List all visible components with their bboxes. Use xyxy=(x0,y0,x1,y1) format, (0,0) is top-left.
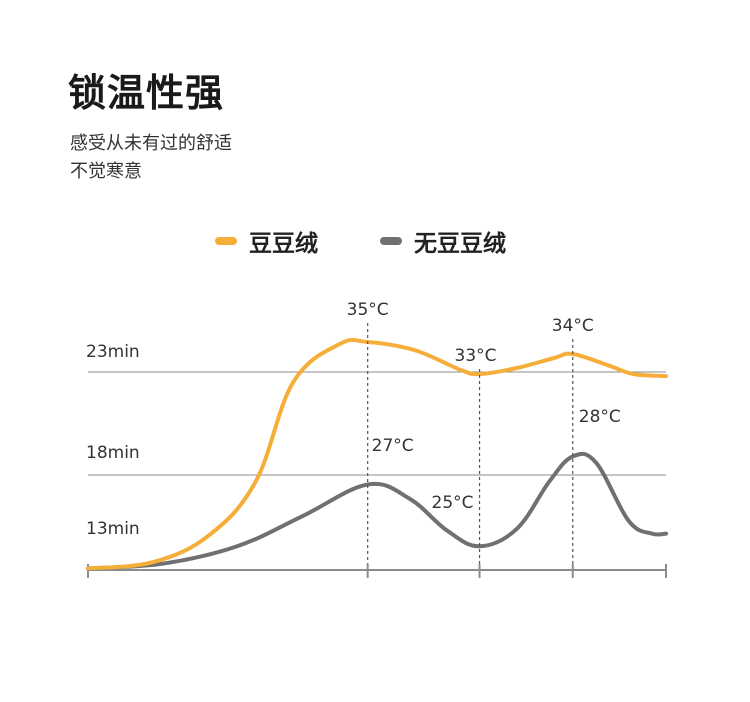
legend-swatch-orange xyxy=(215,237,237,245)
legend-item-doudourong: 豆豆绒 xyxy=(215,224,318,258)
y-tick-label: 18min xyxy=(86,443,140,463)
legend-label: 豆豆绒 xyxy=(249,231,318,257)
temp-label-top: 35°C xyxy=(347,300,389,320)
series-line-doudourong xyxy=(86,337,668,571)
temp-label-bottom: 25°C xyxy=(432,493,474,513)
series-line-no-doudourong xyxy=(86,451,668,571)
y-tick-label: 23min xyxy=(86,342,140,362)
temp-label-top: 34°C xyxy=(552,316,594,336)
page-subtitle: 感受从未有过的舒适 不觉寒意 xyxy=(70,130,232,186)
temp-label-bottom: 27°C xyxy=(372,436,414,456)
legend-label: 无豆豆绒 xyxy=(414,231,506,257)
legend-swatch-gray xyxy=(380,237,402,245)
chart-legend: 豆豆绒 无豆豆绒 xyxy=(215,224,568,258)
subtitle-line-2: 不觉寒意 xyxy=(70,161,142,182)
legend-item-no-doudourong: 无豆豆绒 xyxy=(380,224,506,258)
temp-label-top: 33°C xyxy=(455,346,497,366)
temp-label-bottom: 28°C xyxy=(579,407,621,427)
subtitle-line-1: 感受从未有过的舒适 xyxy=(70,133,232,154)
page-title: 锁温性强 xyxy=(68,71,225,115)
y-tick-label: 13min xyxy=(86,519,140,539)
